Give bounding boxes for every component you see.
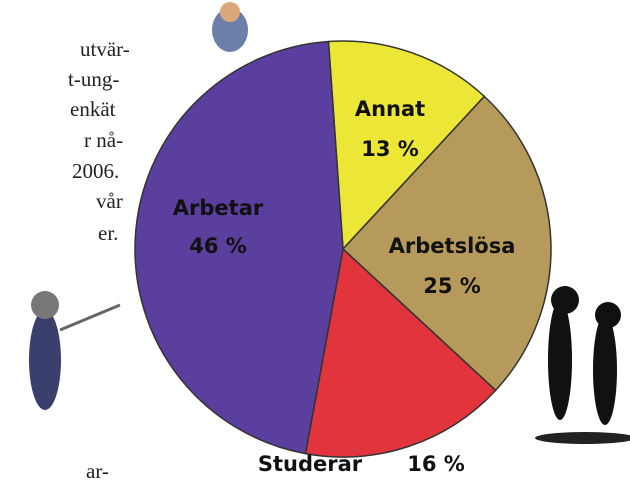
text-fragment: 2006.	[72, 159, 119, 183]
text-fragment: ar-	[86, 459, 109, 483]
category-label: Annat	[355, 97, 425, 121]
category-label: Arbetslösa	[389, 234, 516, 258]
text-fragments: utvär-t-ung-enkät r nå- 2006. vår er. ar-	[68, 37, 130, 483]
text-fragment: vår	[96, 189, 123, 213]
text-fragment: r nå-	[84, 128, 123, 152]
page: utvär-t-ung-enkät r nå- 2006. vår er. ar- Ann…	[0, 0, 630, 493]
text-fragment: t-ung-	[68, 67, 119, 91]
value-label: 46 %	[189, 234, 247, 258]
value-label: 16 %	[407, 452, 465, 476]
text-fragment: utvär-	[80, 37, 130, 61]
category-label: Arbetar	[173, 196, 264, 220]
value-label: 25 %	[423, 274, 481, 298]
value-label: 13 %	[361, 137, 419, 161]
text-fragment: enkät	[70, 97, 116, 121]
category-label: Studerar	[258, 452, 363, 476]
text-fragment: er.	[98, 221, 118, 245]
